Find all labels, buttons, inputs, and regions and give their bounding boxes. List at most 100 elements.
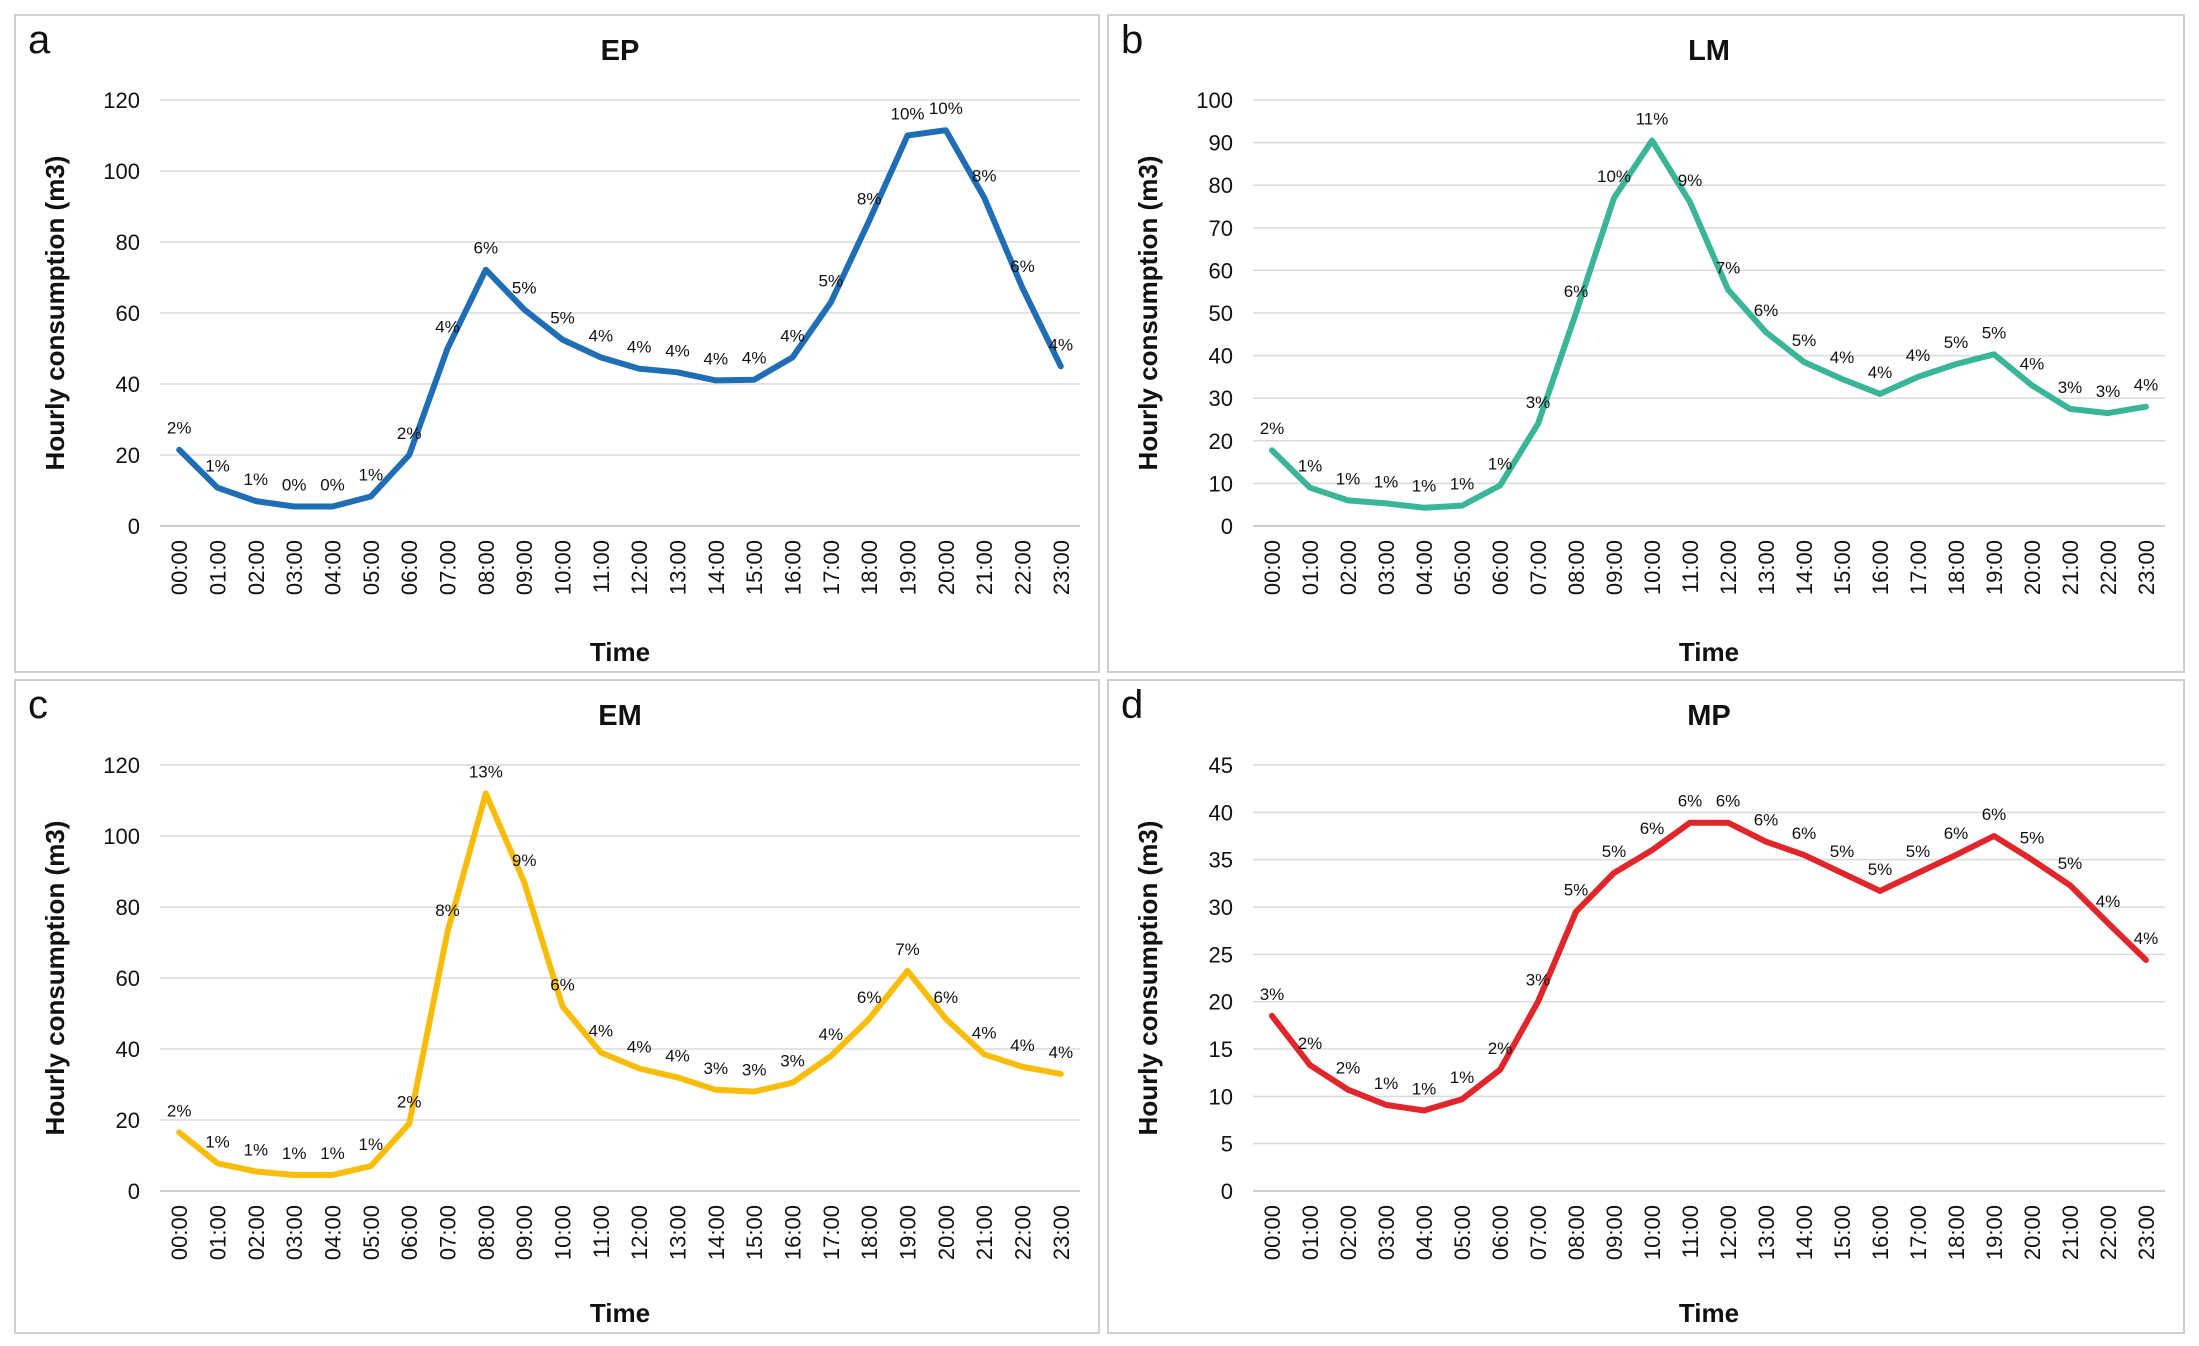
x-tick-label: 16:00: [781, 540, 806, 595]
data-label: 4%: [2134, 376, 2159, 395]
y-tick-label: 100: [103, 824, 140, 849]
data-point: [406, 452, 412, 458]
y-tick-label: 30: [1209, 386, 1233, 411]
chart-title: MP: [1687, 700, 1731, 732]
data-point: [751, 377, 757, 383]
data-point: [1383, 1102, 1389, 1108]
x-tick-label: 11:00: [589, 1205, 614, 1258]
x-tick-label: 11:00: [1678, 1205, 1703, 1258]
y-tick-label: 40: [1209, 344, 1233, 369]
data-label: 1%: [1298, 457, 1323, 476]
data-point: [445, 346, 450, 351]
x-tick-label: 21:00: [2058, 540, 2083, 595]
data-point: [943, 127, 949, 133]
data-label: 1%: [1450, 1068, 1475, 1087]
data-point: [636, 366, 642, 372]
y-tick-label: 80: [116, 895, 140, 920]
y-tick-label: 0: [1221, 1179, 1233, 1204]
y-tick-label: 0: [128, 1179, 140, 1204]
data-point: [1459, 1096, 1465, 1102]
x-axis-label: Time: [590, 637, 650, 667]
x-tick-label: 19:00: [1982, 540, 2007, 595]
data-label: 5%: [1982, 323, 2007, 342]
data-point: [1915, 870, 1921, 876]
data-point: [368, 1163, 374, 1169]
data-label: 3%: [742, 1061, 767, 1080]
y-tick-label: 60: [116, 966, 140, 991]
data-point: [1611, 870, 1617, 876]
data-point: [1649, 137, 1655, 143]
x-tick-label: 05:00: [359, 540, 384, 595]
x-tick-label: 09:00: [512, 1205, 537, 1260]
x-tick-label: 08:00: [1564, 1205, 1589, 1260]
data-label: 4%: [627, 1038, 652, 1057]
data-point: [560, 337, 565, 343]
data-label: 6%: [1716, 792, 1741, 811]
data-point: [1573, 310, 1579, 316]
x-tick-label: 21:00: [972, 540, 997, 595]
data-point: [330, 503, 335, 509]
data-label: 2%: [1336, 1059, 1361, 1078]
data-label: 6%: [1678, 792, 1703, 811]
data-label: 6%: [1564, 282, 1589, 301]
x-tick-label: 01:00: [206, 540, 231, 595]
data-point: [2029, 857, 2035, 863]
data-label: 6%: [1754, 301, 1779, 320]
data-label: 4%: [1868, 363, 1893, 382]
data-label: 5%: [2020, 829, 2045, 848]
data-label: 4%: [1010, 1036, 1035, 1055]
data-label: 4%: [2096, 892, 2121, 911]
data-point: [560, 1003, 565, 1009]
data-label: 5%: [1906, 842, 1931, 861]
x-tick-label: 14:00: [704, 540, 729, 595]
data-label: 5%: [819, 271, 844, 290]
data-point: [981, 195, 987, 201]
data-label: 1%: [244, 1140, 269, 1159]
data-label: 1%: [320, 1144, 345, 1163]
x-tick-label: 06:00: [397, 1205, 422, 1260]
data-label: 0%: [320, 475, 345, 494]
data-point: [598, 354, 604, 360]
x-tick-label: 03:00: [282, 540, 307, 595]
y-tick-label: 120: [103, 88, 140, 113]
data-point: [176, 1129, 182, 1135]
x-tick-label: 10:00: [1640, 540, 1665, 595]
data-point: [176, 447, 182, 453]
x-tick-label: 20:00: [2020, 540, 2045, 595]
data-label: 3%: [2058, 378, 2083, 397]
x-tick-label: 20:00: [934, 1205, 959, 1260]
x-tick-label: 15:00: [1830, 540, 1855, 595]
data-point: [598, 1050, 604, 1056]
x-tick-label: 11:00: [589, 540, 614, 593]
x-tick-label: 14:00: [1792, 540, 1817, 595]
data-point: [2067, 882, 2073, 888]
x-tick-label: 16:00: [1868, 540, 1893, 595]
y-tick-label: 5: [1221, 1132, 1233, 1157]
x-tick-label: 09:00: [1602, 1205, 1627, 1260]
y-tick-label: 40: [116, 1037, 140, 1062]
data-point: [905, 968, 910, 974]
data-label: 5%: [1830, 842, 1855, 861]
data-point: [866, 218, 872, 224]
y-tick-label: 30: [1209, 895, 1233, 920]
data-point: [1953, 361, 1959, 367]
x-tick-label: 09:00: [1602, 540, 1627, 595]
x-tick-label: 06:00: [1488, 540, 1513, 595]
x-tick-label: 10:00: [1640, 1205, 1665, 1260]
data-point: [1345, 1087, 1351, 1093]
data-label: 1%: [359, 1135, 384, 1154]
y-tick-label: 35: [1209, 848, 1233, 873]
data-label: 6%: [1982, 805, 2007, 824]
y-tick-label: 50: [1209, 301, 1233, 326]
x-tick-label: 23:00: [1049, 1205, 1074, 1260]
x-tick-label: 02:00: [1336, 540, 1361, 595]
data-point: [751, 1089, 757, 1095]
data-label: 2%: [1488, 1039, 1513, 1058]
y-tick-label: 80: [1209, 173, 1233, 198]
data-label: 2%: [1298, 1034, 1323, 1053]
chart-panel-d: d 0 5 10 15 20 25 30 35 40 45 00:00 01:00 02:00 03:00…: [1107, 679, 2185, 1334]
data-label: 6%: [1010, 257, 1035, 276]
x-tick-label: 21:00: [972, 1205, 997, 1260]
data-label: 1%: [1412, 1080, 1437, 1099]
x-axis-label: Time: [1679, 637, 1739, 667]
